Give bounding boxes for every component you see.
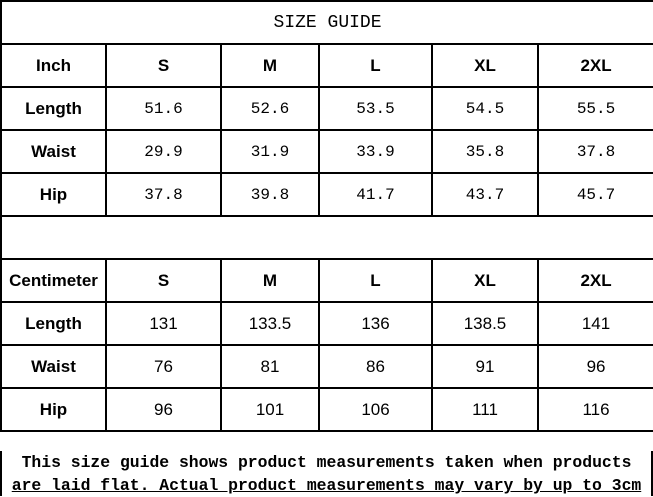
column-header: M — [220, 43, 320, 88]
cell-value: 31.9 — [220, 129, 320, 174]
cell-value: 41.7 — [318, 172, 433, 217]
row-label: Hip — [0, 387, 107, 432]
cell-value: 51.6 — [105, 86, 222, 131]
row-label: Hip — [0, 172, 107, 217]
cell-value: 39.8 — [220, 172, 320, 217]
column-header: Centimeter — [0, 258, 107, 303]
column-header: M — [220, 258, 320, 303]
column-header: S — [105, 258, 222, 303]
spacer-row — [0, 215, 653, 260]
note-line-1: This size guide shows product measuremen… — [21, 453, 632, 472]
table-row: Length 131 133.5 136 138.5 141 — [0, 301, 653, 346]
column-header: 2XL — [536, 43, 653, 88]
cell-value: 45.7 — [536, 172, 653, 217]
note-line-2: are laid flat. Actual product measuremen… — [11, 476, 642, 495]
cell-value: 116 — [536, 387, 653, 432]
cell-value: 37.8 — [105, 172, 222, 217]
table-row: Length 51.6 52.6 53.5 54.5 55.5 — [0, 86, 653, 131]
cell-value: 106 — [318, 387, 433, 432]
table-row: Hip 37.8 39.8 41.7 43.7 45.7 — [0, 172, 653, 217]
table-title: SIZE GUIDE — [0, 0, 653, 45]
cell-value: 55.5 — [536, 86, 653, 131]
cell-value: 76 — [105, 344, 222, 389]
cell-value: 52.6 — [220, 86, 320, 131]
cell-value: 81 — [220, 344, 320, 389]
column-header: L — [318, 258, 433, 303]
cell-value: 53.5 — [318, 86, 433, 131]
row-label: Length — [0, 301, 107, 346]
column-header: 2XL — [536, 258, 653, 303]
table-row: Waist 76 81 86 91 96 — [0, 344, 653, 389]
cell-value: 96 — [105, 387, 222, 432]
column-header: Inch — [0, 43, 107, 88]
table-row: Waist 29.9 31.9 33.9 35.8 37.8 — [0, 129, 653, 174]
cell-value: 33.9 — [318, 129, 433, 174]
cell-value: 101 — [220, 387, 320, 432]
cell-value: 133.5 — [220, 301, 320, 346]
spacer-cell — [0, 215, 653, 260]
cell-value: 43.7 — [431, 172, 539, 217]
row-label: Waist — [0, 344, 107, 389]
column-header: S — [105, 43, 222, 88]
cell-value: 54.5 — [431, 86, 539, 131]
cell-value: 86 — [318, 344, 433, 389]
cell-value: 131 — [105, 301, 222, 346]
cell-value: 37.8 — [536, 129, 653, 174]
column-header: L — [318, 43, 433, 88]
inch-header-row: Inch S M L XL 2XL — [0, 43, 653, 88]
cell-value: 138.5 — [431, 301, 539, 346]
cell-value: 111 — [431, 387, 539, 432]
cell-value: 91 — [431, 344, 539, 389]
cell-value: 141 — [536, 301, 653, 346]
row-label: Length — [0, 86, 107, 131]
cell-value: 29.9 — [105, 129, 222, 174]
measurement-note: This size guide shows product measuremen… — [0, 451, 653, 496]
cell-value: 96 — [536, 344, 653, 389]
table-row: Hip 96 101 106 111 116 — [0, 387, 653, 432]
cell-value: 35.8 — [431, 129, 539, 174]
row-label: Waist — [0, 129, 107, 174]
cell-value: 136 — [318, 301, 433, 346]
size-guide-table: SIZE GUIDE Inch S M L XL 2XL Length 51.6 52.6 53.… — [0, 0, 653, 432]
column-header: XL — [431, 258, 539, 303]
cm-header-row: Centimeter S M L XL 2XL — [0, 258, 653, 303]
column-header: XL — [431, 43, 539, 88]
